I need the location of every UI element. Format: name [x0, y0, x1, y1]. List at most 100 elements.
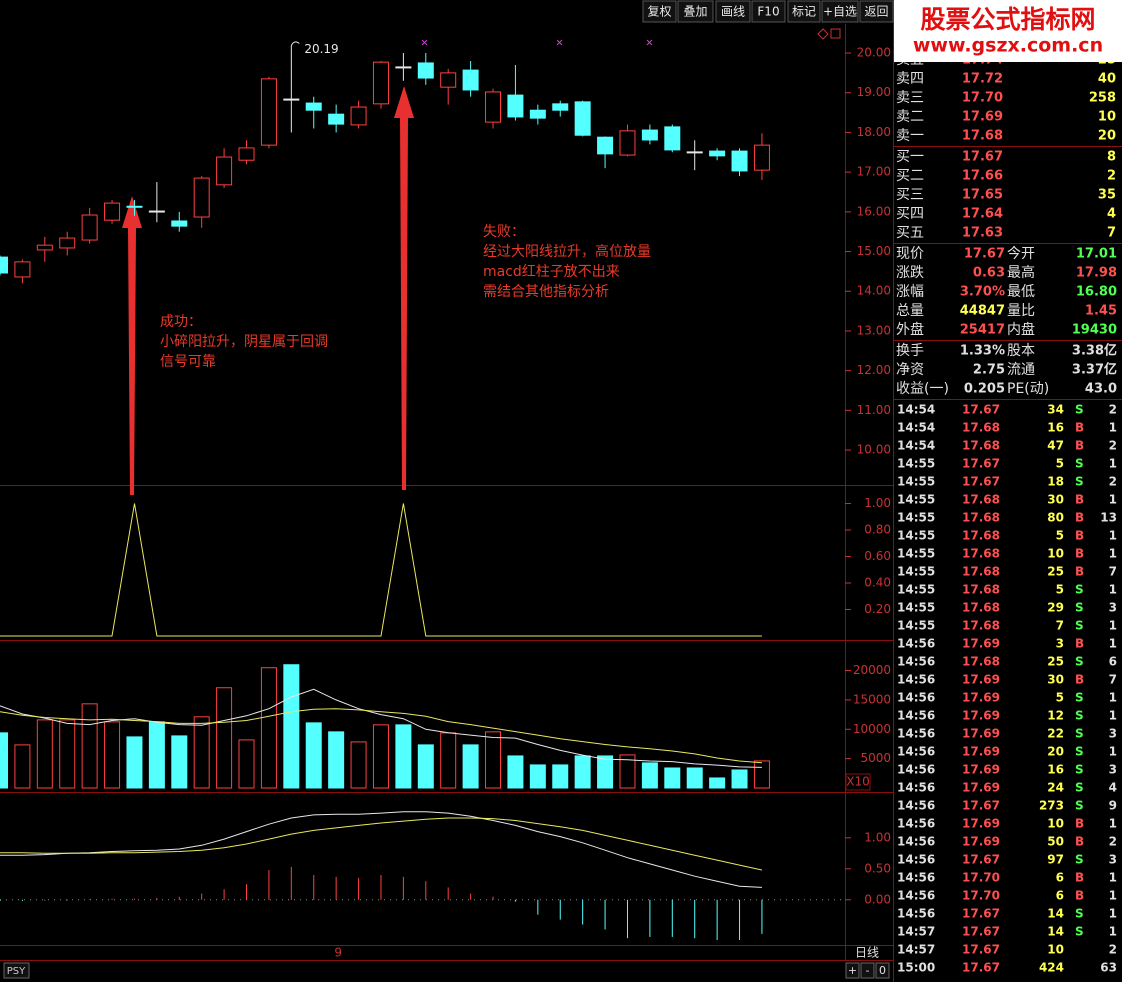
volume-bar	[529, 764, 546, 789]
toolbar-label[interactable]: 复权	[647, 5, 671, 19]
zoom-label[interactable]: -	[866, 964, 870, 977]
trade-side: B	[1075, 637, 1084, 651]
trade-volume: 424	[1039, 961, 1064, 975]
toolbar-button[interactable]	[642, 0, 677, 23]
stat-value: 0.63	[973, 266, 1005, 281]
trade-time: 14:57	[897, 943, 935, 957]
trade-volume: 10	[1047, 547, 1064, 561]
toolbar-button[interactable]	[677, 0, 714, 23]
trade-count: 3	[1109, 763, 1117, 777]
trade-side: S	[1075, 655, 1084, 669]
trade-price: 17.68	[962, 421, 1000, 435]
toolbar-button[interactable]	[821, 0, 859, 23]
zoom-button[interactable]	[875, 962, 890, 979]
tab[interactable]	[3, 962, 30, 979]
y-tick-label: 11.00	[857, 403, 891, 417]
toolbar-label[interactable]: +自选	[823, 5, 857, 19]
trade-price: 17.68	[962, 601, 1000, 615]
period-label[interactable]: 日线	[855, 946, 879, 960]
trade-price: 17.68	[962, 619, 1000, 633]
toolbar-button[interactable]	[751, 0, 786, 23]
x-tick-label: 9	[334, 946, 342, 960]
trade-count: 1	[1109, 637, 1117, 651]
annotation: 需结合其他指标分析	[483, 284, 609, 300]
candle-body	[216, 156, 233, 186]
zoom-label[interactable]: +	[848, 964, 857, 977]
trade-side: B	[1075, 493, 1084, 507]
trade-price: 17.67	[962, 799, 1000, 813]
trade-volume: 10	[1047, 943, 1064, 957]
trade-time: 14:55	[897, 511, 935, 525]
trade-time: 14:55	[897, 619, 935, 633]
zoom-label[interactable]: 0	[879, 964, 886, 977]
trade-volume: 22	[1047, 727, 1064, 741]
candle-body	[753, 144, 770, 171]
y-tick-label: 20000	[853, 663, 891, 677]
toolbar-label[interactable]: F10	[757, 5, 779, 19]
trade-time: 14:55	[897, 493, 935, 507]
y-tick-label: 18.00	[857, 125, 891, 139]
volume-bar	[709, 777, 726, 789]
trade-price: 17.69	[962, 763, 1000, 777]
trade-side: S	[1075, 691, 1084, 705]
trade-count: 3	[1109, 853, 1117, 867]
book-price: 17.69	[962, 110, 1003, 125]
candle-body	[305, 102, 322, 111]
toolbar-button[interactable]	[787, 0, 821, 23]
trade-side: S	[1075, 403, 1084, 417]
candle-body	[417, 62, 434, 79]
annotation: 失败：	[483, 224, 525, 240]
trade-time: 14:55	[897, 547, 935, 561]
toolbar-button[interactable]	[859, 0, 894, 23]
book-label: 卖三	[896, 90, 924, 106]
candle-body	[485, 91, 502, 123]
stat-label: 换手	[896, 342, 924, 359]
trade-price: 17.69	[962, 727, 1000, 741]
trade-time: 15:00	[897, 961, 935, 975]
toolbar-label[interactable]: 标记	[792, 5, 816, 19]
stat-value: 3.38亿	[1072, 343, 1117, 359]
stat-value: 17.67	[964, 247, 1005, 262]
trade-side: S	[1075, 907, 1084, 921]
tab-label[interactable]: PSY	[7, 966, 26, 977]
volume-bar	[148, 721, 165, 789]
y-tick-label: 0.80	[864, 523, 891, 537]
toolbar-label[interactable]: 返回	[864, 5, 888, 19]
volume-bar	[36, 719, 53, 789]
trade-count: 1	[1109, 925, 1117, 939]
trade-side: B	[1075, 835, 1084, 849]
y-tick-label: 12.00	[857, 363, 891, 377]
trade-time: 14:56	[897, 799, 935, 813]
trade-volume: 29	[1047, 601, 1064, 615]
zoom-button[interactable]	[860, 962, 875, 979]
trade-volume: 50	[1047, 835, 1064, 849]
trade-price: 17.68	[962, 511, 1000, 525]
volume-bar	[641, 762, 658, 789]
candle-body	[193, 177, 210, 218]
zoom-button[interactable]	[845, 962, 860, 979]
trade-time: 14:56	[897, 763, 935, 777]
volume-bar	[216, 687, 233, 789]
stat-label: 净资	[896, 362, 924, 378]
volume-bar	[686, 767, 703, 789]
trade-price: 17.67	[962, 943, 1000, 957]
book-volume: 4	[1107, 207, 1116, 222]
trade-count: 1	[1109, 583, 1117, 597]
toolbar-button[interactable]	[715, 0, 751, 23]
book-price: 17.68	[962, 129, 1003, 144]
candle-body	[529, 109, 546, 119]
book-label: 卖四	[896, 71, 924, 87]
toolbar-label[interactable]: 画线	[721, 5, 745, 19]
y-tick-label: 14.00	[857, 284, 891, 298]
candle-body	[440, 72, 457, 88]
trade-price: 17.69	[962, 673, 1000, 687]
trade-time: 14:54	[897, 421, 935, 435]
trade-time: 14:56	[897, 745, 935, 759]
trade-volume: 30	[1047, 493, 1064, 507]
trade-time: 14:54	[897, 439, 935, 453]
book-price: 17.64	[962, 207, 1003, 222]
trade-volume: 5	[1056, 583, 1064, 597]
trade-price: 17.68	[962, 565, 1000, 579]
toolbar-label[interactable]: 叠加	[683, 5, 707, 19]
stat-value: 3.70%	[960, 285, 1005, 300]
